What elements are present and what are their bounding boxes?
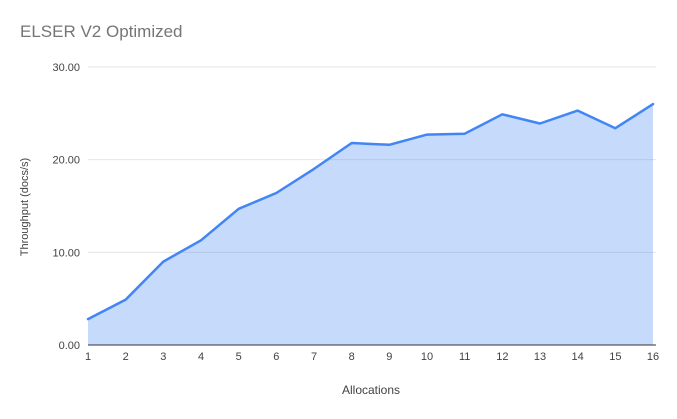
x-tick-label: 13	[534, 351, 546, 363]
x-tick-label: 9	[386, 351, 392, 363]
y-tick-label: 10.00	[52, 247, 80, 259]
series-area-fill	[88, 104, 653, 345]
x-tick-label: 6	[273, 351, 279, 363]
x-tick-label: 2	[123, 351, 129, 363]
y-tick-label: 0.00	[59, 340, 80, 352]
y-tick-label: 20.00	[52, 155, 80, 167]
x-tick-label: 3	[160, 351, 166, 363]
y-axis-title: Throughput (docs/s)	[19, 157, 31, 257]
x-tick-label: 7	[311, 351, 317, 363]
x-tick-label: 11	[459, 351, 470, 363]
series-line	[86, 102, 655, 321]
y-tick-label: 30.00	[52, 62, 80, 74]
x-tick-label: 15	[609, 351, 621, 363]
x-tick-label: 14	[572, 351, 584, 363]
x-tick-label: 1	[85, 351, 91, 363]
x-tick-label: 5	[236, 351, 242, 363]
x-tick-label: 16	[647, 351, 659, 363]
x-axis-title: Allocations	[341, 383, 401, 397]
x-tick-label: 8	[349, 351, 355, 363]
chart-title: ELSER V2 Optimized	[20, 22, 183, 41]
x-tick-label: 10	[421, 351, 433, 363]
x-tick-label: 4	[198, 351, 204, 363]
x-tick-label: 12	[496, 351, 508, 363]
